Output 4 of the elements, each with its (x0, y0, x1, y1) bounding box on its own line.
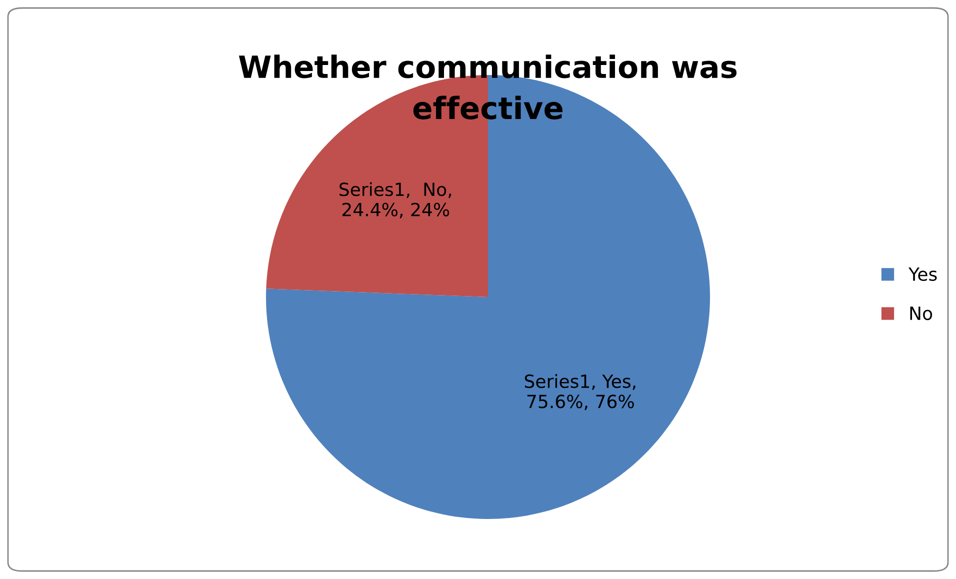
data-label: Series1, Yes, 75.6%, 76% (524, 374, 636, 410)
legend-label: Yes (908, 268, 937, 281)
legend-label: No (910, 306, 932, 320)
data-label: Series1, No, 24.4%, 24% (340, 182, 452, 218)
